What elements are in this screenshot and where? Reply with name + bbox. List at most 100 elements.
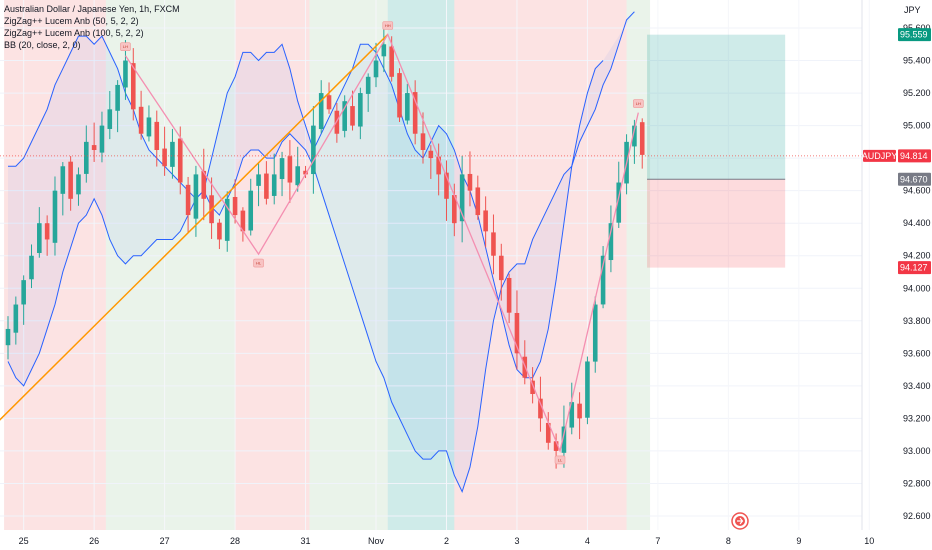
- candle-body: [256, 174, 261, 186]
- candle-body: [5, 328, 11, 346]
- candle-body: [381, 44, 387, 57]
- zigzag-major-line: [0, 33, 389, 421]
- y-tick-label: 93.800: [903, 316, 931, 326]
- y-tick-label: 94.000: [903, 283, 931, 293]
- x-tick-label: 8: [726, 536, 731, 546]
- candle-body: [538, 398, 543, 419]
- candle-body: [600, 255, 606, 305]
- candle-body: [60, 166, 66, 194]
- x-tick-label: 25: [19, 536, 29, 546]
- candle-body: [44, 223, 50, 240]
- candle-body: [271, 174, 277, 196]
- candle-body: [279, 158, 285, 180]
- candle-body: [491, 232, 496, 256]
- bollinger-bands: [7, 11, 635, 493]
- zigzag-label: HL: [256, 261, 262, 266]
- candle-body: [99, 125, 105, 153]
- y-tick-label: 94.200: [903, 251, 931, 261]
- x-tick-label: 7: [655, 536, 660, 546]
- candle-body: [115, 84, 120, 111]
- indicator-zigzag-100[interactable]: ZigZag++ Lucem Anb (100, 5, 2, 2): [4, 28, 144, 38]
- candle-body: [506, 277, 512, 313]
- symbol-title[interactable]: Australian Dollar / Japanese Yen, 1h, FX…: [4, 4, 180, 14]
- candle-body: [444, 172, 449, 199]
- price-badge-text: 95.559: [900, 30, 928, 40]
- y-tick-label: 92.800: [903, 478, 931, 488]
- zigzag-minor-line: [124, 33, 639, 454]
- candle-body: [185, 184, 191, 216]
- candle-body: [295, 166, 301, 186]
- candle-body: [639, 122, 645, 155]
- candle-body: [224, 198, 230, 241]
- zigzag-lines: LH HL HH LL LH: [0, 21, 644, 465]
- candle-body: [123, 60, 128, 88]
- session-zone-1: [105, 0, 236, 530]
- y-tick-label: 95.400: [903, 56, 931, 66]
- candle-body: [467, 173, 473, 191]
- candle-body: [358, 93, 363, 127]
- zigzag-label: LH: [123, 44, 128, 49]
- candle-body: [545, 422, 551, 443]
- y-tick-label: 94.600: [903, 186, 931, 196]
- x-tick-label: 3: [514, 536, 519, 546]
- target-zone[interactable]: [647, 34, 786, 180]
- bb-upper: [8, 35, 604, 379]
- candle-body: [592, 304, 598, 362]
- x-tick-label: 27: [160, 536, 170, 546]
- long-position-tool[interactable]: [647, 34, 786, 268]
- tradingview-logo-icon[interactable]: [731, 512, 749, 530]
- session-zone-2: [235, 0, 310, 530]
- candle-body: [483, 210, 488, 232]
- candle-body: [318, 93, 324, 130]
- stop-zone[interactable]: [647, 179, 786, 268]
- candle-body: [412, 92, 418, 134]
- candle-body: [561, 426, 567, 453]
- currency-label: JPY: [904, 5, 921, 15]
- x-tick-label: Nov: [368, 536, 385, 546]
- candle-body: [514, 312, 520, 354]
- candle-body: [608, 223, 614, 261]
- price-badge-current: [898, 149, 931, 163]
- price-axis[interactable]: JPY 95.60095.40095.20095.00094.80094.600…: [903, 5, 931, 521]
- candle-body: [585, 361, 590, 418]
- price-badge-text: 94.670: [900, 174, 928, 184]
- candle-body: [420, 133, 426, 150]
- candle-body: [373, 60, 379, 78]
- candle-body: [146, 117, 152, 137]
- candle-body: [76, 174, 81, 195]
- y-tick-label: 94.400: [903, 218, 931, 228]
- candle-body: [397, 73, 402, 118]
- candle-body: [13, 304, 19, 333]
- candle-body: [193, 174, 199, 219]
- candle-body: [130, 63, 136, 110]
- candle-body: [452, 195, 457, 224]
- bb-fill: [8, 11, 635, 492]
- y-tick-label: 95.200: [903, 88, 931, 98]
- candle-body: [616, 182, 622, 223]
- candle-body: [232, 196, 238, 216]
- price-badge-entry: [898, 172, 931, 186]
- y-tick-label: 93.200: [903, 413, 931, 423]
- x-tick-label: 26: [89, 536, 99, 546]
- candle-body: [530, 380, 535, 394]
- zigzag-label-box: [633, 99, 644, 108]
- candle-body: [311, 125, 316, 175]
- x-tick-label: 2: [444, 536, 449, 546]
- candle-body: [287, 156, 293, 183]
- zigzag-label-box: [554, 455, 566, 465]
- zigzag-label: LH: [636, 101, 641, 106]
- candle-body: [553, 441, 559, 451]
- candle-body: [365, 76, 371, 94]
- indicator-zigzag-50[interactable]: ZigZag++ Lucem Anb (50, 5, 2, 2): [4, 16, 139, 26]
- x-tick-label: 10: [864, 536, 874, 546]
- candle-body: [389, 46, 394, 77]
- time-axis[interactable]: 25 26 27 28 31 Nov 2 3 4 7 8 9 10: [19, 536, 875, 546]
- candle-body: [632, 125, 637, 147]
- session-zone-0: [4, 0, 106, 530]
- x-tick-label: 28: [230, 536, 240, 546]
- indicator-bb[interactable]: BB (20, close, 2, 0): [4, 40, 81, 50]
- x-tick-label: 4: [585, 536, 590, 546]
- price-badge-target: [898, 28, 931, 42]
- candle-body: [217, 222, 222, 240]
